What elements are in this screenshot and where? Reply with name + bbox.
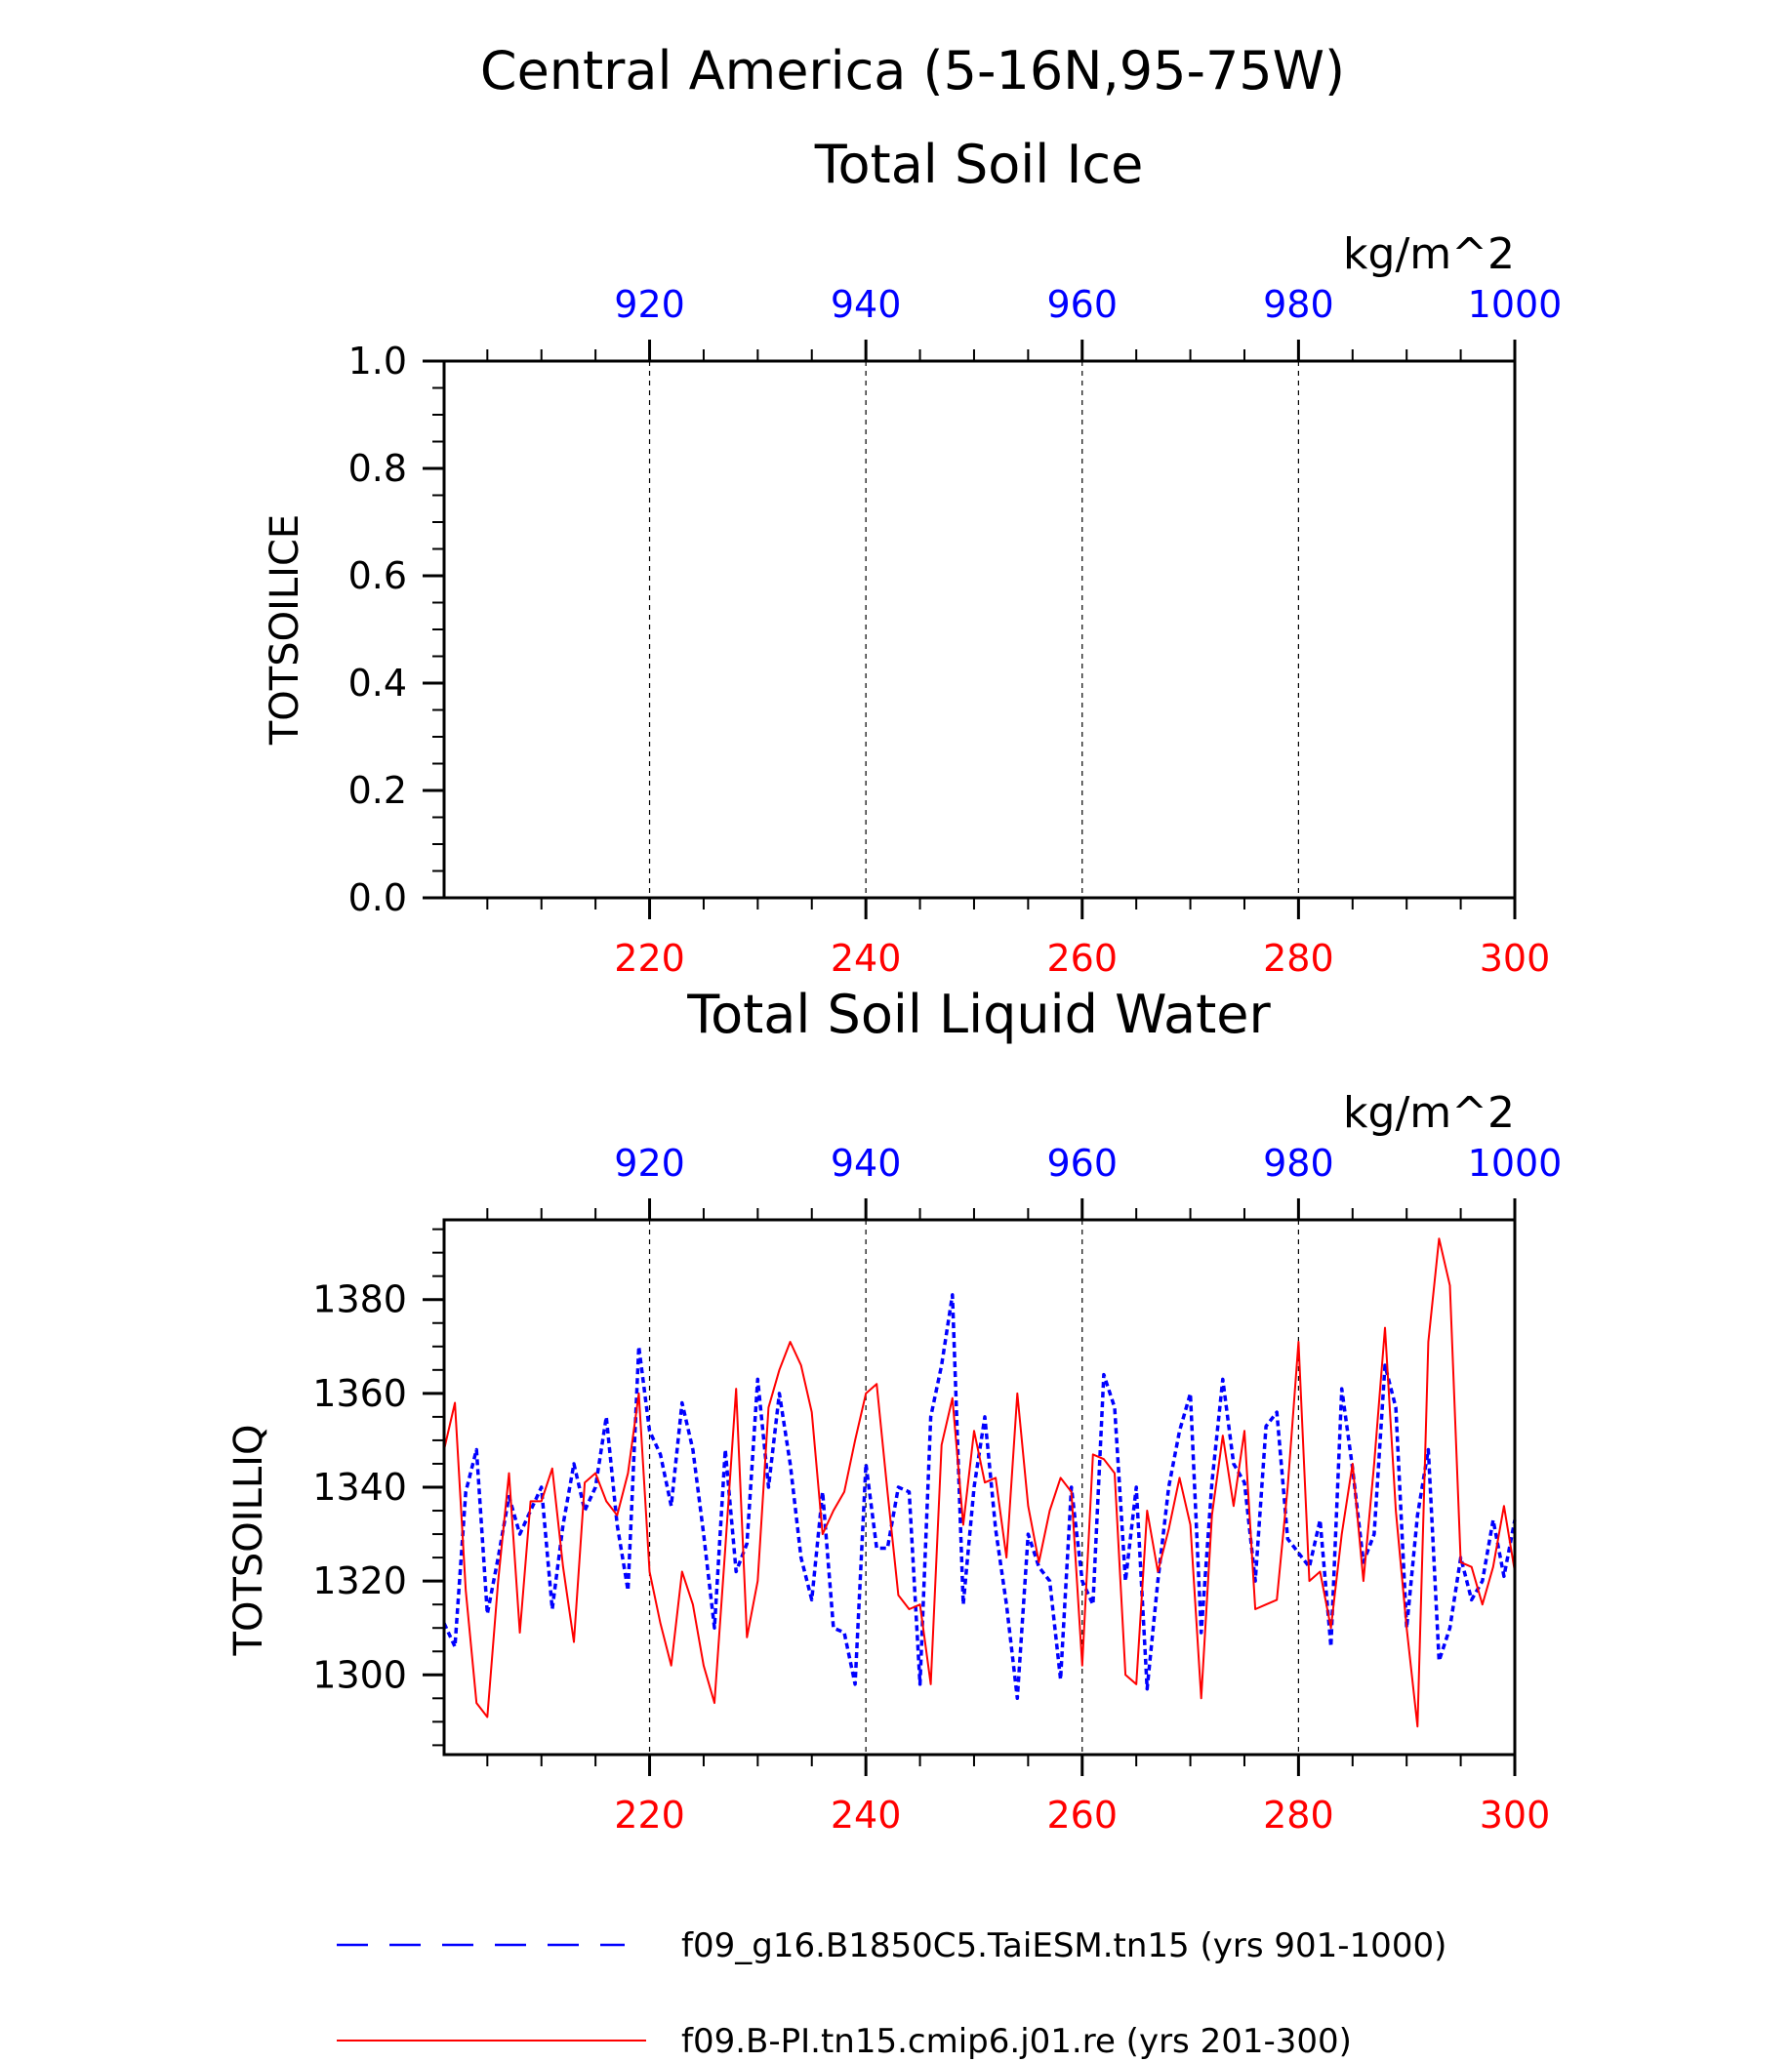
legend-label-cmip6: f09.B-PI.tn15.cmip6.j01.re (yrs 201-300) [681, 2022, 1352, 2061]
ice-x-tick-label: 260 [1047, 937, 1119, 980]
liquid-plot-frame [442, 1218, 1517, 1757]
ice-panel: Total Soil Ice kg/m^2 TOTSOILICE 220 240 2… [263, 134, 1562, 980]
ice-grid [648, 361, 1299, 898]
ice-y-tick-label: 1.0 [348, 340, 407, 383]
liquid-panel: Total Soil Liquid Water kg/m^2 TOTSOILLI… [226, 984, 1562, 1837]
legend: f09_g16.B1850C5.TaiESM.tn15 (yrs 901-100… [337, 1926, 1446, 2061]
legend-item-taiesm: f09_g16.B1850C5.TaiESM.tn15 (yrs 901-100… [337, 1926, 1446, 1965]
ice-y-tick-label: 0.2 [348, 769, 407, 812]
liquid-units-label: kg/m^2 [1343, 1088, 1515, 1138]
liquid-top-tick-label: 960 [1047, 1142, 1119, 1185]
liquid-series [442, 1237, 1517, 1728]
liquid-top-tick-label: 1000 [1468, 1142, 1563, 1185]
ice-units-label: kg/m^2 [1343, 229, 1515, 279]
ice-y-axis-label: TOTSOILICE [263, 514, 307, 746]
liquid-y-axis-label: TOTSOILLIQ [226, 1425, 271, 1657]
ice-axes: 220 240 260 280 300 920 940 960 980 1000 0.0 0.2 0.4… [348, 283, 1563, 980]
liquid-y-tick-label: 1360 [312, 1372, 407, 1415]
liquid-series-line-taiesm [442, 1293, 1517, 1701]
liquid-y-tick-label: 1340 [312, 1466, 407, 1509]
ice-top-tick-label: 920 [614, 283, 685, 326]
liquid-y-tick-label: 1380 [312, 1278, 407, 1321]
liquid-x-tick-label: 260 [1047, 1794, 1119, 1837]
ice-x-tick-label: 280 [1263, 937, 1334, 980]
ice-y-tick-label: 0.4 [348, 662, 407, 705]
liquid-y-tick-label: 1320 [312, 1559, 407, 1602]
liquid-top-tick-label: 980 [1263, 1142, 1334, 1185]
liquid-top-tick-label: 920 [614, 1142, 685, 1185]
ice-x-tick-label: 300 [1480, 937, 1551, 980]
ice-x-tick-label: 220 [614, 937, 685, 980]
ice-top-tick-label: 980 [1263, 283, 1334, 326]
liquid-x-tick-label: 280 [1263, 1794, 1334, 1837]
ice-top-tick-label: 1000 [1468, 283, 1563, 326]
ice-x-tick-label: 240 [831, 937, 902, 980]
ice-plot-frame [442, 359, 1517, 900]
legend-label-taiesm: f09_g16.B1850C5.TaiESM.tn15 (yrs 901-100… [681, 1926, 1446, 1965]
ice-top-tick-label: 960 [1047, 283, 1119, 326]
ice-y-tick-label: 0.6 [348, 554, 407, 597]
liquid-axes: 220 240 260 280 300 920 940 960 980 1000 1300 1320 1… [312, 1142, 1562, 1837]
ice-top-tick-label: 940 [831, 283, 902, 326]
figure-title: Central America (5-16N,95-75W) [480, 40, 1345, 101]
ice-panel-title: Total Soil Ice [814, 134, 1144, 195]
ice-y-tick-label: 0.8 [348, 447, 407, 490]
liquid-y-tick-label: 1300 [312, 1653, 407, 1696]
liquid-x-tick-label: 300 [1480, 1794, 1551, 1837]
ice-y-tick-label: 0.0 [348, 876, 407, 919]
liquid-x-tick-label: 220 [614, 1794, 685, 1837]
legend-item-cmip6: f09.B-PI.tn15.cmip6.j01.re (yrs 201-300) [337, 2022, 1352, 2061]
liquid-x-tick-label: 240 [831, 1794, 902, 1837]
liquid-panel-title: Total Soil Liquid Water [686, 984, 1271, 1045]
liquid-series-line-cmip6 [443, 1237, 1516, 1728]
liquid-top-tick-label: 940 [831, 1142, 902, 1185]
